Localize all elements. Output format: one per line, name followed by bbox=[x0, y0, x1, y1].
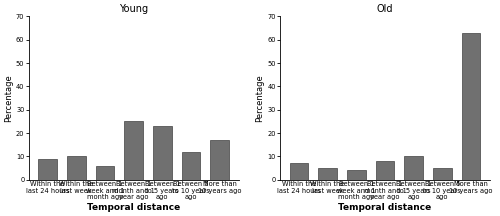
Y-axis label: Percentage: Percentage bbox=[4, 74, 13, 122]
Bar bbox=[67, 156, 86, 180]
Y-axis label: Percentage: Percentage bbox=[256, 74, 264, 122]
X-axis label: Temporal distance: Temporal distance bbox=[338, 203, 432, 212]
Bar bbox=[347, 170, 366, 180]
Bar bbox=[96, 166, 114, 180]
Bar bbox=[153, 126, 172, 180]
Bar bbox=[462, 33, 480, 180]
Bar bbox=[376, 161, 394, 180]
Bar bbox=[124, 121, 143, 180]
Title: Young: Young bbox=[119, 4, 148, 14]
Bar bbox=[318, 168, 337, 180]
Bar bbox=[290, 163, 308, 180]
Bar bbox=[38, 159, 57, 180]
Bar bbox=[210, 140, 229, 180]
Bar bbox=[433, 168, 452, 180]
Bar bbox=[182, 152, 201, 180]
Bar bbox=[404, 156, 423, 180]
Title: Old: Old bbox=[376, 4, 393, 14]
X-axis label: Temporal distance: Temporal distance bbox=[87, 203, 180, 212]
